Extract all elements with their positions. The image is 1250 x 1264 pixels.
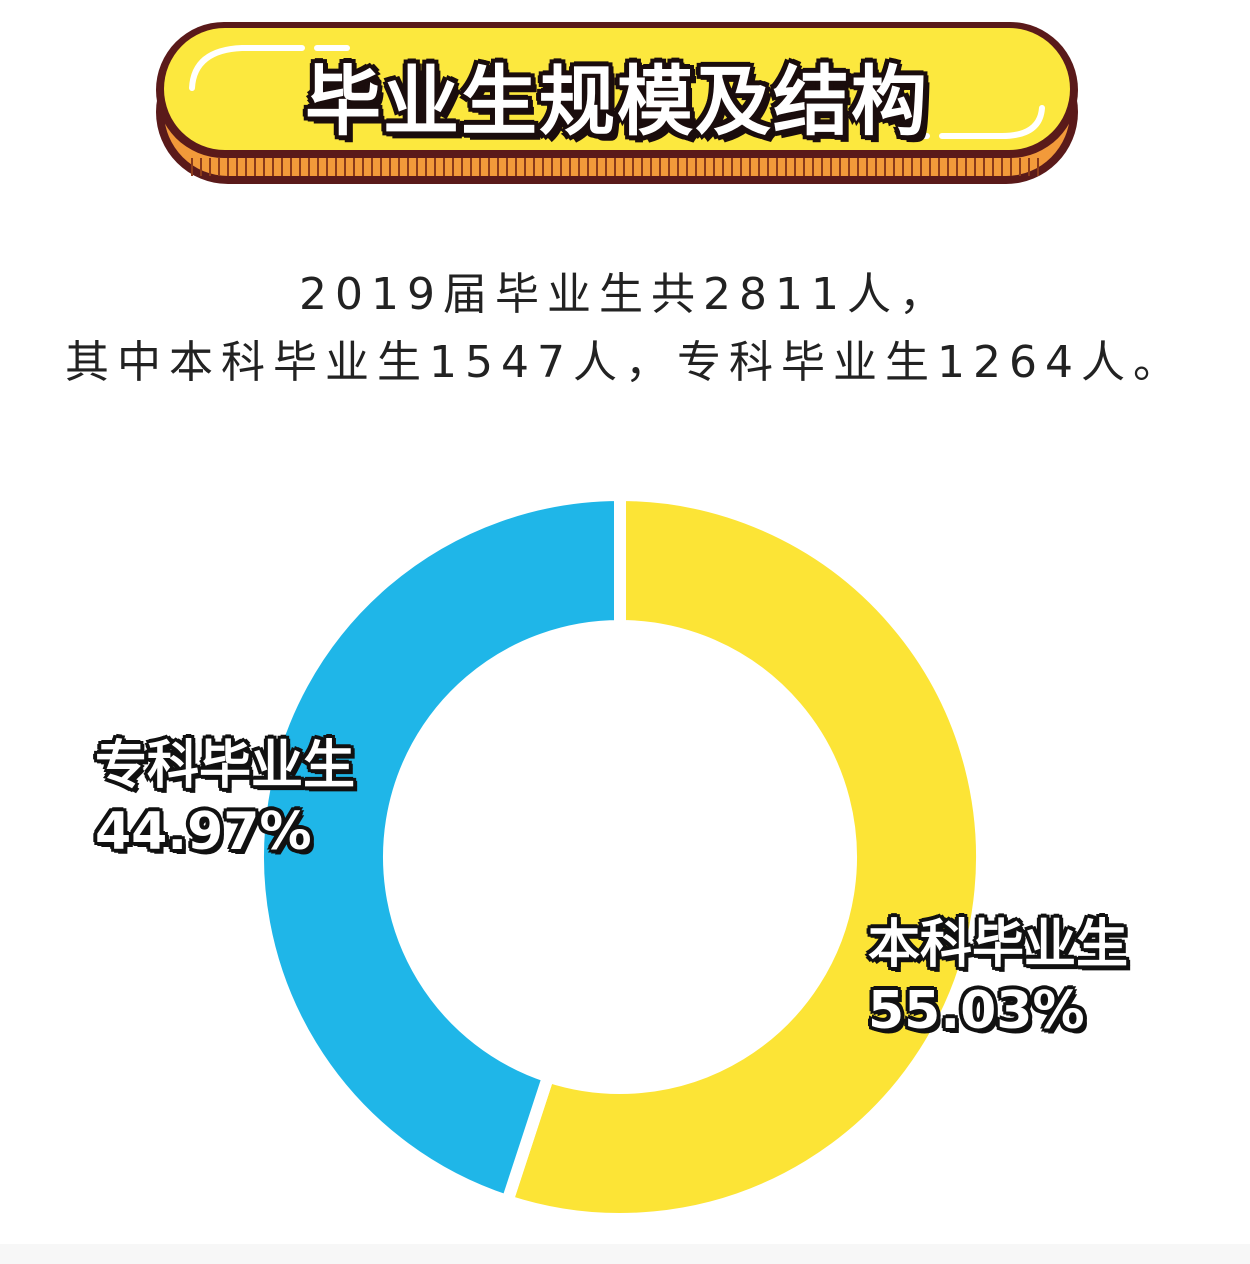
donut-slice-0 (499, 488, 989, 1225)
summary-line-2: 其中本科毕业生1547人，专科毕业生1264人。 (65, 337, 1185, 388)
label-zhuanke: 专科毕业生 44.97% (95, 733, 355, 865)
label-zhuanke-name: 专科毕业生 (95, 736, 356, 796)
label-benke-percent: 55.03% (868, 981, 1085, 1041)
donut-slice-1 (252, 488, 626, 1209)
bottom-strip (0, 1244, 1250, 1264)
label-benke-name: 本科毕业生 (868, 915, 1129, 975)
page-title: 毕业生规模及结构 (305, 57, 929, 146)
label-benke: 本科毕业生 55.03% (868, 912, 1128, 1044)
title-banner (156, 22, 1078, 184)
summary-line-1: 2019届毕业生共2811人， (299, 269, 951, 320)
label-zhuanke-percent: 44.97% (95, 802, 312, 862)
